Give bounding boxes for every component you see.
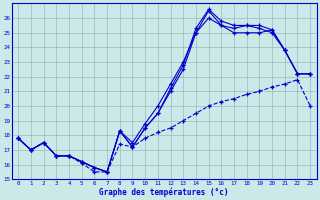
X-axis label: Graphe des températures (°c): Graphe des températures (°c) [100,187,229,197]
